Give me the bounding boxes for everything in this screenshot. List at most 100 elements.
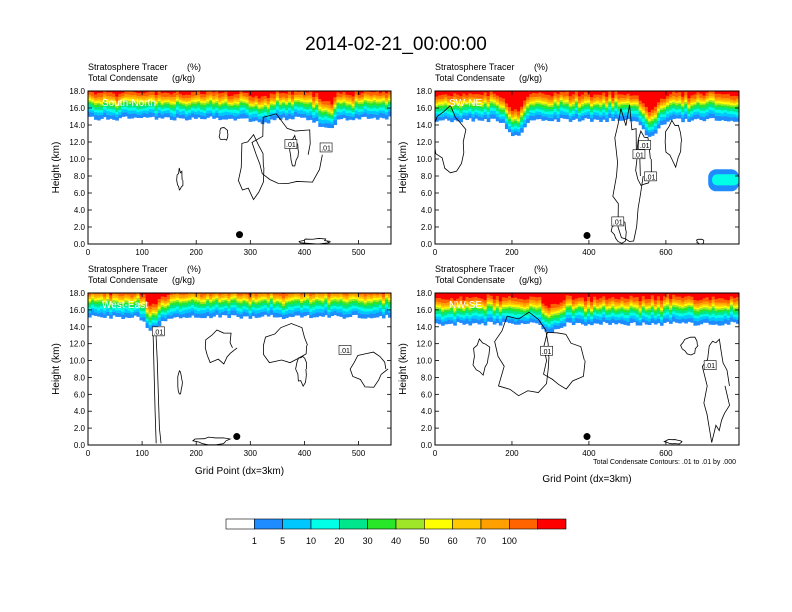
tracer-cell xyxy=(504,91,509,104)
tracer-cell xyxy=(632,103,637,106)
tracer-cell xyxy=(672,114,676,119)
tracer-cell xyxy=(187,297,192,300)
tracer-cell xyxy=(596,299,600,303)
tracer-cell xyxy=(553,101,558,104)
tracer-cell xyxy=(145,99,150,102)
tracer-cell xyxy=(623,109,628,113)
tracer-cell xyxy=(124,296,128,299)
tracer-cell xyxy=(257,300,262,303)
tracer-cell xyxy=(251,299,256,302)
tracer-cell xyxy=(507,315,512,320)
tracer-cell xyxy=(142,112,147,118)
tracer-cell xyxy=(620,91,625,95)
tracer-cell xyxy=(97,91,101,94)
tracer-cell xyxy=(450,302,454,305)
tracer-cell xyxy=(172,313,177,318)
tracer-cell xyxy=(489,302,494,305)
tracer-cell xyxy=(366,110,371,115)
tracer-cell xyxy=(151,109,156,114)
tracer-cell xyxy=(127,113,132,119)
direction-label: SW-NE xyxy=(449,98,482,109)
tracer-cell xyxy=(474,296,479,300)
tracer-cell xyxy=(145,293,150,303)
tracer-cell xyxy=(294,311,298,316)
tracer-cell xyxy=(444,110,448,113)
tracer-cell xyxy=(602,309,606,312)
tracer-cell xyxy=(669,309,673,313)
tracer-cell xyxy=(593,305,597,308)
tracer-cell xyxy=(693,103,698,106)
tracer-cell xyxy=(720,103,725,106)
tracer-cell xyxy=(735,101,739,103)
tracer-cell xyxy=(209,293,213,297)
tracer-cell xyxy=(375,103,380,106)
tracer-cell xyxy=(571,310,576,314)
tracer-cell xyxy=(321,296,325,299)
colorbar-label: 50 xyxy=(419,536,429,546)
tracer-cell xyxy=(614,304,618,307)
tracer-cell xyxy=(266,299,271,302)
tracer-cell xyxy=(492,293,497,300)
tracer-cell xyxy=(387,312,391,318)
panel-0: .01.01South-North0.02.04.06.08.010.012.0… xyxy=(51,62,392,257)
tracer-cell xyxy=(309,303,313,306)
tracer-cell xyxy=(230,294,235,297)
tracer-cell xyxy=(321,298,325,301)
tracer-cell xyxy=(297,307,301,312)
tracer-cell xyxy=(245,300,250,303)
tracer-cell xyxy=(306,97,310,101)
tracer-cell xyxy=(369,105,374,109)
tracer-cell xyxy=(178,99,183,101)
tracer-cell xyxy=(666,308,670,312)
tracer-cell xyxy=(121,112,125,117)
tracer-cell xyxy=(468,306,473,309)
tracer-cell xyxy=(732,305,737,308)
tracer-cell xyxy=(97,96,101,100)
tracer-cell xyxy=(330,111,335,114)
tracer-cell xyxy=(608,298,612,302)
tracer-cell xyxy=(732,301,737,305)
tracer-cell xyxy=(675,91,679,93)
tracer-cell xyxy=(191,103,195,106)
tracer-cell xyxy=(345,91,350,95)
tracer-cell xyxy=(157,100,162,103)
tracer-cell xyxy=(653,305,658,308)
tracer-cell xyxy=(224,297,228,300)
tracer-cell xyxy=(507,307,512,311)
tracer-cell xyxy=(197,99,201,102)
colorbar-label: 5 xyxy=(280,536,285,546)
tracer-cell xyxy=(517,124,521,128)
subtitle-condensate: Total Condensate xyxy=(435,73,505,83)
tracer-cell xyxy=(312,104,316,107)
tracer-cell xyxy=(287,300,292,303)
tracer-cell xyxy=(172,96,177,100)
tracer-cell xyxy=(498,313,503,316)
tracer-cell xyxy=(354,300,359,303)
tracer-cell xyxy=(291,107,295,111)
tracer-cell xyxy=(172,116,177,121)
tracer-cell xyxy=(675,96,679,100)
tracer-cell xyxy=(669,106,673,110)
tracer-cell xyxy=(675,293,679,297)
tracer-cell xyxy=(650,126,655,130)
tracer-cell xyxy=(580,304,585,307)
tracer-cell xyxy=(151,319,156,323)
tracer-cell xyxy=(294,91,298,95)
tracer-cell xyxy=(348,293,353,296)
tracer-cell xyxy=(339,114,344,120)
tracer-cell xyxy=(175,301,180,305)
tracer-cell xyxy=(580,110,585,114)
tracer-cell xyxy=(568,96,573,101)
tracer-cell xyxy=(605,314,609,318)
tracer-cell xyxy=(523,312,527,315)
tracer-cell xyxy=(726,312,731,316)
tracer-cell xyxy=(97,313,101,317)
tracer-cell xyxy=(523,117,527,120)
tracer-cell xyxy=(535,305,539,308)
tracer-cell xyxy=(474,101,479,104)
tracer-cell xyxy=(112,93,116,98)
tracer-cell xyxy=(456,310,460,314)
tracer-cell xyxy=(556,322,561,326)
tracer-cell xyxy=(375,307,380,310)
tracer-cell xyxy=(260,311,265,317)
